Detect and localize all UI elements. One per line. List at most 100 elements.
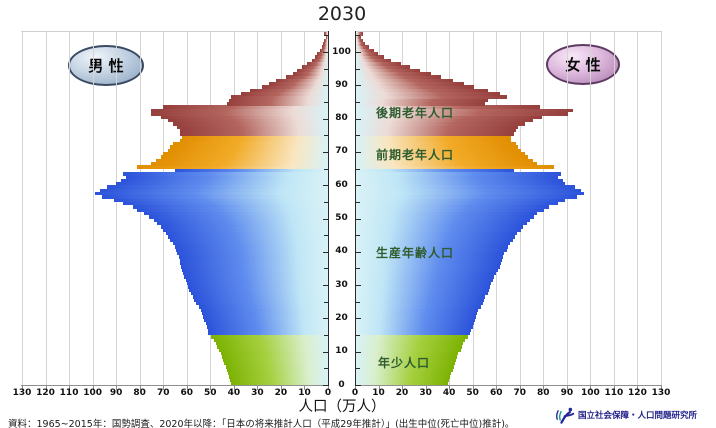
population-bar xyxy=(356,261,501,266)
population-bar xyxy=(165,231,328,236)
population-bar xyxy=(356,101,486,106)
population-bar xyxy=(356,235,515,239)
age-tick xyxy=(356,285,361,287)
population-bar xyxy=(223,358,328,362)
age-tick xyxy=(324,201,328,203)
population-bar xyxy=(356,35,361,39)
population-bar xyxy=(356,208,545,213)
population-bar xyxy=(176,248,328,253)
x-axis-tick xyxy=(543,386,545,390)
population-bar xyxy=(205,321,328,326)
population-bar xyxy=(356,258,502,263)
population-bar xyxy=(356,158,533,163)
x-axis-tick xyxy=(637,386,639,390)
population-bar xyxy=(269,81,328,86)
gridline xyxy=(660,32,662,385)
population-bar xyxy=(192,295,328,299)
population-bar xyxy=(325,35,328,39)
band-label-working-age: 生産年齢人口 xyxy=(376,246,455,260)
x-axis-tick xyxy=(210,386,212,390)
population-bar xyxy=(132,205,328,209)
population-bar xyxy=(356,328,472,332)
age-tick xyxy=(323,351,328,353)
x-axis-label: 20 xyxy=(395,388,409,398)
population-bar xyxy=(179,261,328,266)
plot-top-border xyxy=(355,31,662,32)
x-axis-label: 90 xyxy=(560,388,574,398)
org-logo-text: 国立社会保障・人口問題研究所 xyxy=(578,411,698,421)
population-bar xyxy=(229,375,328,379)
population-bar xyxy=(356,375,451,379)
population-bar xyxy=(172,241,328,246)
population-bar xyxy=(356,155,528,159)
population-bar xyxy=(356,308,479,313)
population-bar xyxy=(175,245,328,249)
age-tick xyxy=(324,168,328,170)
population-bar xyxy=(229,98,328,103)
population-bar xyxy=(356,121,526,126)
person-logo-icon xyxy=(556,407,575,424)
population-bar xyxy=(356,32,364,36)
population-bar xyxy=(356,361,455,366)
age-axis-label: 10 xyxy=(335,346,348,357)
population-bar xyxy=(356,378,449,382)
x-axis-tick xyxy=(402,386,404,390)
population-bar xyxy=(356,181,566,186)
x-axis-tick xyxy=(45,386,47,390)
age-axis-line xyxy=(328,31,329,386)
population-bar xyxy=(187,285,328,289)
population-bar xyxy=(356,68,420,73)
population-bar xyxy=(213,338,328,342)
population-bar xyxy=(356,251,505,256)
age-axis-label: 30 xyxy=(335,279,348,290)
population-bar xyxy=(151,161,328,166)
population-bar xyxy=(151,108,328,113)
population-bar xyxy=(123,201,328,206)
x-axis-label: 50 xyxy=(204,388,217,398)
population-bar xyxy=(356,255,504,259)
age-axis-label: 100 xyxy=(332,46,351,57)
x-axis-label: 80 xyxy=(133,388,146,398)
population-bar xyxy=(285,75,328,79)
population-bar xyxy=(123,171,328,176)
population-bar xyxy=(356,141,517,146)
population-bar xyxy=(356,238,513,243)
population-bar xyxy=(224,361,328,366)
male-legend-label: 男 性 xyxy=(88,57,124,75)
population-bar xyxy=(191,291,328,296)
x-axis-tick xyxy=(449,386,451,390)
population-bar xyxy=(356,338,466,342)
age-tick xyxy=(356,151,361,153)
population-bar xyxy=(207,328,328,332)
population-bar xyxy=(226,368,328,372)
age-tick xyxy=(324,135,328,137)
population-bar xyxy=(356,58,392,63)
population-bar xyxy=(106,185,328,189)
x-axis-label: 100 xyxy=(83,388,102,398)
age-tick xyxy=(356,35,360,37)
x-axis-label: 30 xyxy=(419,388,432,398)
population-bar xyxy=(175,168,328,173)
population-bar xyxy=(356,55,385,59)
population-bar xyxy=(356,115,542,119)
population-bar xyxy=(262,85,328,89)
population-bar xyxy=(356,368,453,372)
population-bar xyxy=(356,161,538,166)
population-bar xyxy=(240,91,328,96)
population-bar xyxy=(137,165,328,169)
population-bar xyxy=(198,305,328,309)
population-bar xyxy=(356,108,573,113)
population-bar xyxy=(356,301,484,306)
population-bar xyxy=(196,301,328,306)
age-axis-label: 80 xyxy=(335,113,348,124)
x-axis-label: 10 xyxy=(298,388,311,398)
population-bar xyxy=(177,251,328,256)
population-bar xyxy=(297,68,328,73)
population-bar xyxy=(356,45,369,49)
population-bar xyxy=(356,365,454,369)
population-bar xyxy=(356,215,534,219)
age-tick xyxy=(324,101,328,103)
x-axis-label: 110 xyxy=(59,388,79,398)
age-axis-label: 50 xyxy=(335,213,348,223)
population-bar xyxy=(356,148,521,153)
